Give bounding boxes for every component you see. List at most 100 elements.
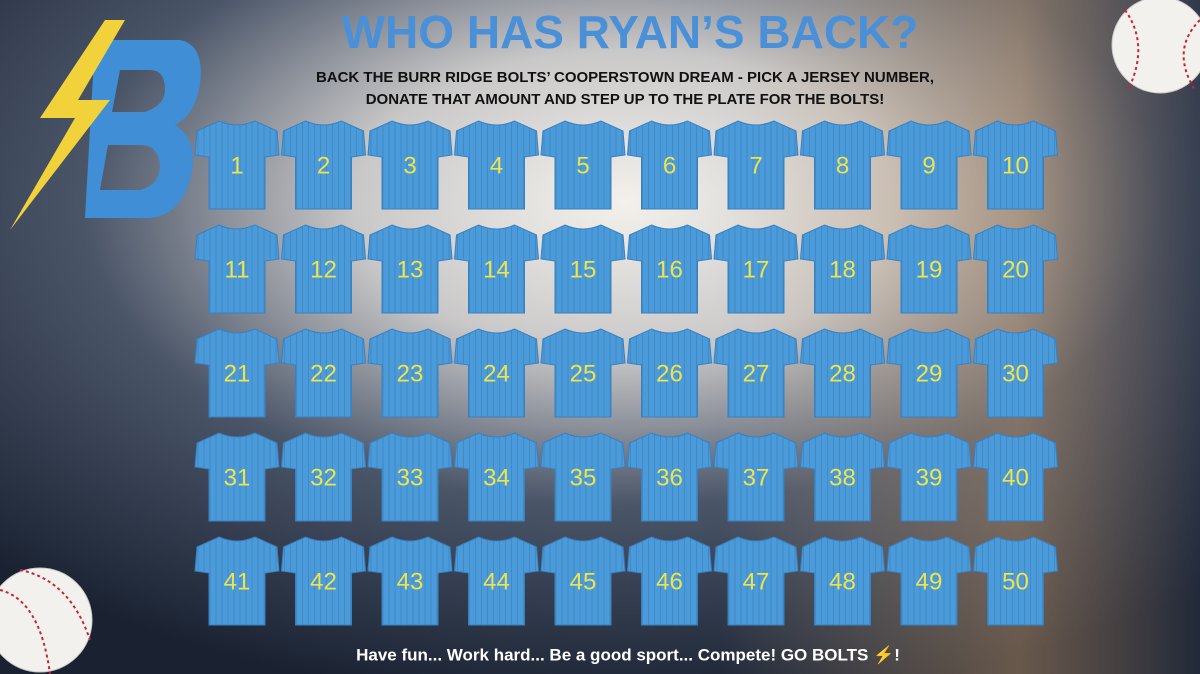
- jersey-shape: [280, 328, 367, 418]
- jersey-number: 28: [829, 360, 856, 387]
- baseball-top-right: [1111, 0, 1200, 94]
- jersey-number: 14: [483, 256, 510, 283]
- jersey: 28: [799, 328, 886, 418]
- jersey-number: 18: [829, 256, 856, 283]
- jersey: 48: [799, 536, 886, 626]
- jersey: 10: [972, 120, 1059, 210]
- jersey: 38: [799, 432, 886, 522]
- jersey-number: 49: [916, 568, 943, 595]
- jersey-shape: [972, 432, 1059, 522]
- jersey-shape: [194, 536, 280, 626]
- jersey-shape: [194, 432, 280, 522]
- jersey-shape: [799, 120, 886, 210]
- jersey-number: 15: [570, 256, 597, 283]
- jersey-number: 41: [224, 568, 251, 595]
- jersey-number: 44: [483, 568, 510, 595]
- jersey-number: 7: [749, 152, 762, 179]
- jersey-shape: [540, 120, 626, 210]
- jersey-number: 9: [922, 152, 935, 179]
- jersey-number: 12: [310, 256, 337, 283]
- jersey-number: 21: [224, 360, 251, 387]
- jersey: 6: [626, 120, 713, 210]
- jersey-shape: [453, 432, 540, 522]
- logo: [10, 20, 201, 230]
- jersey-shape: [540, 432, 626, 522]
- jersey-shape: [194, 120, 280, 210]
- jersey-number: 33: [397, 464, 424, 491]
- jersey: 26: [626, 328, 713, 418]
- jersey: 36: [626, 432, 713, 522]
- jersey: 31: [194, 432, 280, 522]
- jersey-number: 2: [317, 152, 330, 179]
- jersey-number: 34: [483, 464, 510, 491]
- jersey-number: 22: [310, 360, 337, 387]
- jersey-shape: [972, 120, 1059, 210]
- jersey-shape: [367, 536, 453, 626]
- jersey-shape: [886, 224, 972, 314]
- jersey-shape: [280, 224, 367, 314]
- jersey-shape: [799, 328, 886, 418]
- jersey-number: 29: [916, 360, 943, 387]
- jersey: 50: [972, 536, 1059, 626]
- jersey-number: 4: [490, 152, 503, 179]
- jersey: 1: [194, 120, 280, 210]
- jersey: 22: [280, 328, 367, 418]
- jersey-number: 5: [576, 152, 589, 179]
- jersey-shape: [453, 328, 540, 418]
- jersey-number: 24: [483, 360, 510, 387]
- jersey: 9: [886, 120, 972, 210]
- jersey-number: 36: [656, 464, 683, 491]
- jersey: 25: [540, 328, 626, 418]
- jersey: 16: [626, 224, 713, 314]
- jersey: 2: [280, 120, 367, 210]
- jersey-shape: [713, 328, 799, 418]
- jersey-shape: [799, 432, 886, 522]
- jersey-number: 23: [397, 360, 424, 387]
- jersey: 42: [280, 536, 367, 626]
- jersey: 13: [367, 224, 453, 314]
- jersey-number: 11: [225, 256, 250, 283]
- jersey-number: 43: [397, 568, 424, 595]
- jersey-shape: [626, 432, 713, 522]
- jersey-shape: [713, 120, 799, 210]
- jersey: 45: [540, 536, 626, 626]
- jersey-number: 45: [570, 568, 597, 595]
- jersey-shape: [626, 120, 713, 210]
- jersey: 23: [367, 328, 453, 418]
- title: WHO HAS RYAN’S BACK?: [342, 6, 919, 58]
- jersey-number: 6: [663, 152, 676, 179]
- jersey-shape: [540, 536, 626, 626]
- jersey: 5: [540, 120, 626, 210]
- jersey: 34: [453, 432, 540, 522]
- jersey-number: 20: [1002, 256, 1029, 283]
- jersey-number: 37: [743, 464, 770, 491]
- jersey: 21: [194, 328, 280, 418]
- jersey: 20: [972, 224, 1059, 314]
- jersey-shape: [367, 224, 453, 314]
- jersey-number: 13: [397, 256, 424, 283]
- jersey-shape: [280, 120, 367, 210]
- jersey: 12: [280, 224, 367, 314]
- jersey: 24: [453, 328, 540, 418]
- jersey-shape: [540, 328, 626, 418]
- jersey: 27: [713, 328, 799, 418]
- jersey: 37: [713, 432, 799, 522]
- jersey-number: 26: [656, 360, 683, 387]
- jersey: 43: [367, 536, 453, 626]
- jersey-shape: [194, 328, 280, 418]
- jersey-shape: [367, 432, 453, 522]
- jersey: 40: [972, 432, 1059, 522]
- jersey-shape: [886, 432, 972, 522]
- subtitle: DONATE THAT AMOUNT AND STEP UP TO THE PL…: [366, 91, 885, 108]
- jersey-shape: [972, 536, 1059, 626]
- jersey-shape: [886, 328, 972, 418]
- jersey-shape: [886, 120, 972, 210]
- jersey-shape: [540, 224, 626, 314]
- jersey: 14: [453, 224, 540, 314]
- jersey-shape: [972, 224, 1059, 314]
- jersey-number: 40: [1002, 464, 1029, 491]
- jersey: 46: [626, 536, 713, 626]
- jersey-shape: [367, 328, 453, 418]
- jersey-number: 3: [403, 152, 416, 179]
